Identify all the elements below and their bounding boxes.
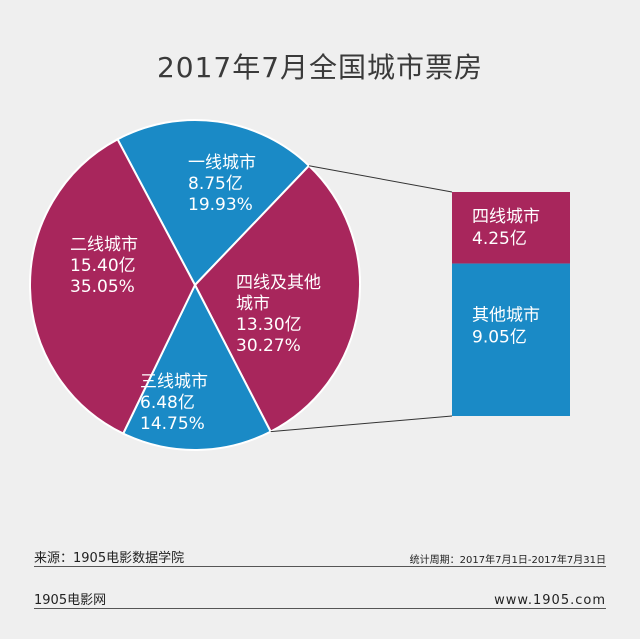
pie-slice: [29, 137, 197, 435]
slice-value-label: 15.40亿: [70, 256, 136, 276]
slice-name-label: 二线城市: [70, 235, 138, 255]
pie-slice: [116, 119, 311, 287]
slice-percent-label: 14.75%: [140, 414, 205, 434]
breakdown-segment: [452, 263, 570, 416]
footer-brand-row: 1905电影网 www.1905.com: [34, 586, 606, 609]
slice-value-label: 13.30亿: [236, 315, 302, 335]
connector-line: [308, 165, 453, 193]
site-url: www.1905.com: [494, 593, 606, 608]
slice-percent-label: 19.93%: [188, 195, 253, 215]
slice-percent-label: 35.05%: [70, 277, 135, 297]
chart-title: 2017年7月全国城市票房: [156, 51, 484, 84]
slice-value-label: 8.75亿: [188, 174, 243, 194]
source-label: 来源：1905电影数据学院: [34, 551, 185, 566]
breakdown-name-label: 四线城市: [472, 207, 540, 227]
slice-percent-label: 30.27%: [236, 336, 301, 356]
period-label: 统计周期：2017年7月1日-2017年7月31日: [409, 555, 606, 566]
breakdown-value-label: 4.25亿: [472, 229, 527, 249]
slice-name-label: 三线城市: [140, 372, 208, 392]
breakdown-segment: [452, 192, 570, 264]
slice-value-label: 6.48亿: [140, 393, 195, 413]
footer-source-row: 来源：1905电影数据学院 统计周期：2017年7月1日-2017年7月31日: [34, 546, 606, 567]
slice-name-label: 一线城市: [188, 153, 256, 173]
brand-label: 1905电影网: [34, 593, 107, 608]
breakdown-value-label: 9.05亿: [472, 328, 527, 348]
pie-slice: [193, 164, 361, 433]
slice-name-label: 四线及其他: [236, 273, 321, 293]
pie-slice: [121, 282, 273, 451]
connector-line: [270, 415, 453, 433]
slice-name-label: 城市: [236, 294, 270, 314]
breakdown-name-label: 其他城市: [472, 306, 540, 326]
